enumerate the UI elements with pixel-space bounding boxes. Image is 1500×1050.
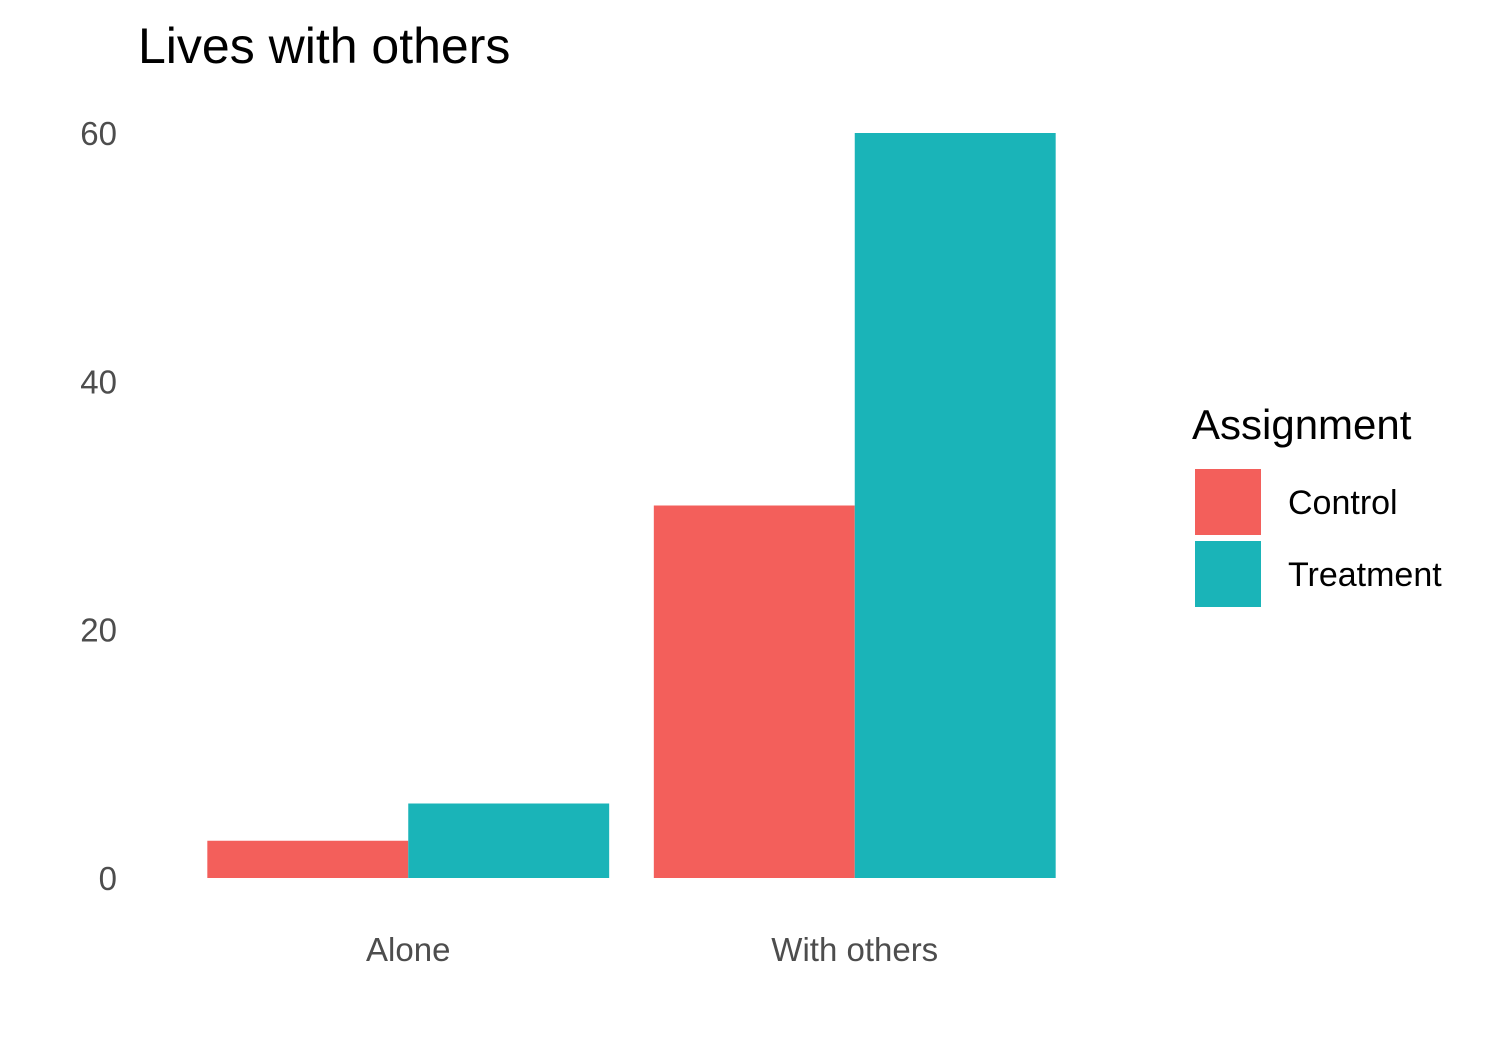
bar-control-alone bbox=[207, 840, 409, 878]
legend-key-control bbox=[1195, 469, 1261, 535]
y-tick-label: 60 bbox=[80, 115, 117, 152]
y-axis: 0 20 40 60 bbox=[80, 115, 117, 897]
legend-items: Control Treatment bbox=[1195, 469, 1442, 607]
bar-control-with-others bbox=[653, 505, 855, 878]
bars bbox=[207, 133, 1056, 878]
legend-key-treatment bbox=[1195, 541, 1261, 607]
chart-title: Lives with others bbox=[138, 18, 510, 74]
y-tick-label: 20 bbox=[80, 612, 117, 649]
x-axis: Alone With others bbox=[366, 931, 938, 968]
legend-title: Assignment bbox=[1192, 401, 1412, 448]
legend-label-control: Control bbox=[1288, 484, 1398, 522]
x-tick-label: With others bbox=[771, 931, 938, 968]
bar-treatment-with-others bbox=[854, 133, 1056, 878]
legend-label-treatment: Treatment bbox=[1288, 556, 1442, 594]
legend: Assignment Control Treatment bbox=[1192, 401, 1442, 607]
y-tick-label: 40 bbox=[80, 363, 117, 400]
bar-treatment-alone bbox=[408, 803, 610, 878]
y-tick-label: 0 bbox=[99, 860, 117, 897]
x-tick-label: Alone bbox=[366, 931, 450, 968]
